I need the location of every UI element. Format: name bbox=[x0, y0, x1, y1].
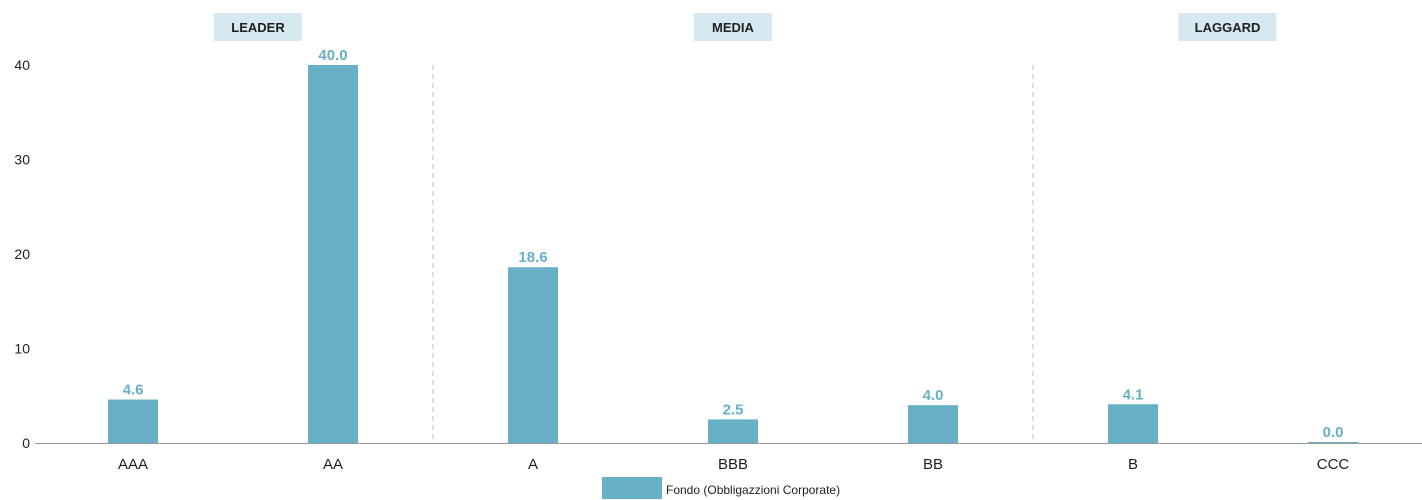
group-badge bbox=[214, 13, 302, 41]
y-tick-label: 20 bbox=[14, 246, 30, 262]
legend: Fondo (Obbligazzioni Corporate) bbox=[602, 477, 840, 499]
x-tick-label: AAA bbox=[118, 456, 148, 473]
y-tick-label: 0 bbox=[22, 435, 30, 451]
bar-value-label: 4.0 bbox=[923, 387, 944, 404]
y-tick-label: 10 bbox=[14, 341, 30, 357]
group-headers: LEADER MEDIA LAGGARD bbox=[214, 13, 1277, 41]
x-tick-label: CCC bbox=[1317, 456, 1350, 473]
group-label: MEDIA bbox=[712, 20, 755, 35]
bar-value-label: 18.6 bbox=[518, 249, 547, 266]
group-label: LEADER bbox=[231, 20, 285, 35]
legend-label: Fondo (Obbligazzioni Corporate) bbox=[666, 483, 840, 497]
bars: 4.6 40.0 18.6 2.5 4.0 4.1 0.0 bbox=[108, 47, 1358, 443]
bar-value-label: 0.0 bbox=[1323, 424, 1344, 441]
bar bbox=[908, 405, 958, 443]
group-label: LAGGARD bbox=[1195, 20, 1261, 35]
x-tick-label: A bbox=[528, 456, 538, 473]
bar bbox=[708, 419, 758, 443]
y-tick-label: 40 bbox=[14, 57, 30, 73]
y-tick-label: 30 bbox=[14, 152, 30, 168]
bar bbox=[1108, 404, 1158, 443]
x-axis: AAA AA A BBB BB B CCC bbox=[35, 443, 1422, 473]
bar bbox=[508, 267, 558, 443]
bar-value-label: 4.6 bbox=[123, 382, 144, 399]
group-dividers bbox=[432, 65, 1034, 443]
group-badge bbox=[694, 13, 772, 41]
x-tick-label: AA bbox=[323, 456, 343, 473]
x-tick-label: B bbox=[1128, 456, 1138, 473]
legend-swatch bbox=[602, 477, 662, 499]
x-tick-label: BBB bbox=[718, 456, 748, 473]
bar bbox=[1308, 442, 1358, 443]
bar-value-label: 2.5 bbox=[723, 401, 744, 418]
bar-value-label: 40.0 bbox=[318, 47, 347, 64]
y-axis: 0 10 20 30 40 bbox=[14, 57, 30, 451]
x-tick-label: BB bbox=[923, 456, 943, 473]
bar bbox=[108, 399, 158, 443]
bar-value-label: 4.1 bbox=[1123, 386, 1144, 403]
group-badge bbox=[1178, 13, 1277, 41]
bar bbox=[308, 65, 358, 443]
